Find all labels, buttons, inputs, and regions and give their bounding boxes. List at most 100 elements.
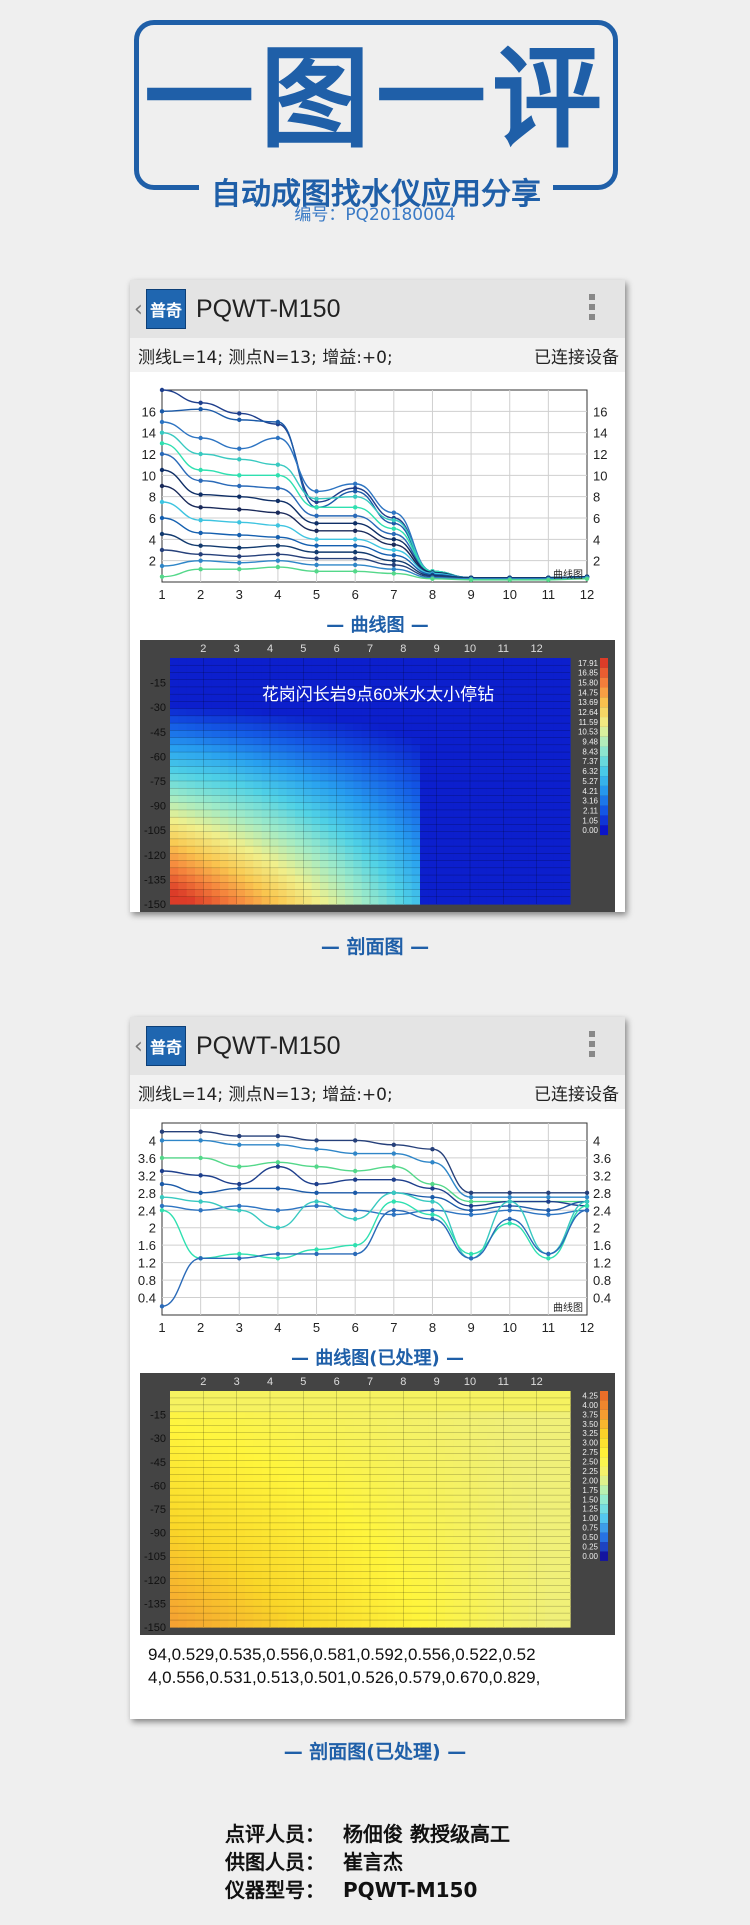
heat-cell [178, 1564, 188, 1573]
heat-cell [361, 817, 371, 826]
heat-cell [211, 1397, 221, 1406]
overflow-menu-icon[interactable] [589, 1031, 595, 1057]
heat-cell [445, 795, 454, 804]
heat-cell [411, 889, 421, 898]
heat-cell [461, 1564, 471, 1573]
heat-cell [561, 694, 571, 703]
heat-cell [286, 665, 296, 674]
heat-cell [453, 1613, 463, 1621]
heat-cell [345, 679, 354, 688]
heat-cell [195, 1620, 204, 1628]
heat-cell [386, 1543, 396, 1552]
back-arrow-icon[interactable]: ‹ [134, 1033, 143, 1059]
heat-cell [295, 1439, 304, 1448]
heat-cell [378, 860, 388, 869]
heat-cell [320, 752, 329, 760]
heat-cell [345, 831, 354, 840]
heat-cell [553, 665, 563, 674]
heat-cell [286, 759, 296, 768]
heat-cell [370, 723, 379, 731]
heat-cell [395, 1418, 404, 1427]
heat-cell [436, 1578, 446, 1586]
heat-cell [270, 679, 279, 688]
heat-cell [495, 795, 504, 804]
heat-cell [520, 1467, 529, 1475]
heat-cell [378, 672, 388, 681]
heat-cell [495, 1536, 504, 1545]
heat-cell [245, 1606, 254, 1614]
heat-cell [395, 1515, 404, 1524]
colorbar-label: 1.25 [582, 1505, 598, 1514]
heat-cell [270, 1522, 279, 1531]
heat-cell [345, 838, 354, 847]
heat-cell [178, 1460, 188, 1468]
heat-cell [386, 838, 396, 847]
heat-cell [461, 1474, 471, 1482]
heat-cell [528, 1453, 538, 1462]
heat-cell [511, 1467, 521, 1475]
heat-cell [536, 1571, 546, 1580]
heat-cell [236, 1397, 246, 1406]
heat-cell [253, 1620, 263, 1628]
heat-cell [503, 838, 513, 847]
heat-cell [486, 665, 496, 674]
heat-cell [520, 824, 529, 833]
heat-cell [561, 1613, 571, 1621]
x-tick-label: 5 [313, 1320, 320, 1335]
heat-cell [370, 867, 379, 876]
heat-cell [561, 686, 571, 695]
heat-cell [245, 1418, 254, 1427]
heat-cell [386, 1613, 396, 1621]
heat-cell [403, 853, 413, 862]
heat-cell [528, 1404, 538, 1413]
heat-cell [178, 1391, 188, 1399]
heat-cell [178, 1404, 188, 1413]
heat-cell [453, 1495, 463, 1503]
heat-cell [495, 1557, 504, 1566]
heat-cell [428, 759, 438, 768]
heat-cell [178, 802, 188, 811]
heat-cell [336, 665, 346, 674]
heat-cell [520, 1536, 529, 1545]
heat-cell [486, 860, 496, 869]
heat-cell [203, 802, 213, 811]
data-point [352, 556, 358, 561]
heat-cell [261, 752, 271, 760]
heat-cell [286, 737, 296, 746]
heat-cell [478, 1411, 488, 1420]
colorbar-label: 15.80 [578, 679, 599, 688]
heat-cell [278, 694, 288, 703]
heat-cell [236, 860, 246, 869]
heat-cell [353, 1606, 363, 1614]
heat-cell [486, 752, 496, 760]
heat-cell [203, 752, 213, 760]
data-point [159, 409, 165, 414]
heat-cell [203, 759, 213, 768]
data-point [314, 549, 319, 555]
overflow-menu-icon[interactable] [589, 294, 595, 320]
heat-cell [370, 766, 379, 775]
heat-cell [286, 1418, 296, 1427]
heat-cell [211, 1453, 221, 1462]
heat-cell [436, 1418, 446, 1427]
back-arrow-icon[interactable]: ‹ [134, 296, 143, 322]
heat-cell [336, 1620, 346, 1628]
heat-cell [403, 723, 413, 731]
heat-cell [211, 1592, 221, 1600]
heat-cell [353, 1599, 363, 1607]
heat-cell [220, 737, 229, 746]
section-y-tick: -105 [144, 825, 166, 837]
heat-cell [253, 1495, 263, 1503]
heat-cell [461, 730, 471, 739]
heat-cell [545, 875, 554, 883]
heat-cell [545, 1571, 554, 1580]
heat-cell [553, 1488, 563, 1496]
heat-cell [203, 1536, 213, 1545]
heat-cell [478, 759, 488, 768]
data-point [507, 1216, 512, 1222]
heat-cell [378, 759, 388, 768]
heat-cell [286, 889, 296, 898]
heat-cell [353, 665, 363, 674]
heat-cell [395, 1488, 404, 1496]
heat-cell [461, 1446, 471, 1455]
